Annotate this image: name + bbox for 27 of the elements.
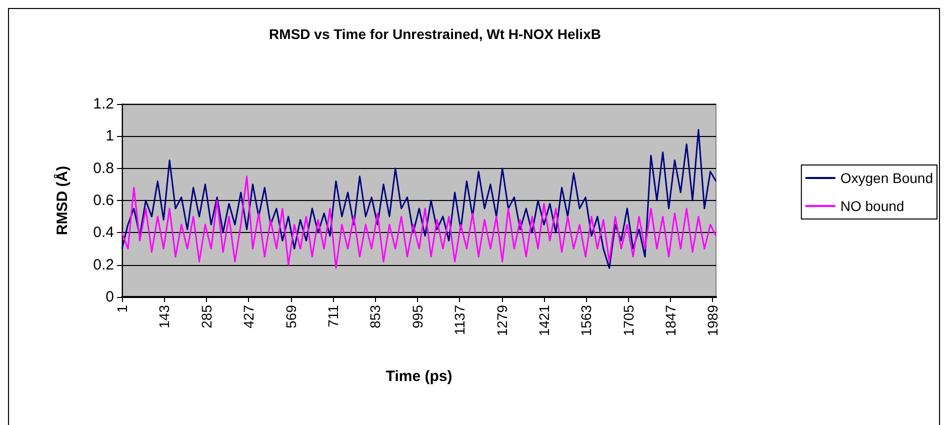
x-tick-label: 1 <box>114 304 130 313</box>
x-tick-label: 1847 <box>662 304 679 336</box>
y-axis-title: RMSD (Å) <box>53 166 71 236</box>
x-tick-label: 1563 <box>578 304 594 336</box>
x-tick-label: 1279 <box>494 304 510 336</box>
x-tick-label: 1421 <box>536 304 552 336</box>
legend-label: Oxygen Bound <box>840 170 934 186</box>
x-tick-label: 427 <box>240 304 257 328</box>
y-tick-label: 0 <box>106 288 114 306</box>
x-tick-label: 1705 <box>620 304 636 336</box>
x-tick-label: 853 <box>367 304 384 328</box>
y-tick-label: 0.4 <box>93 224 114 242</box>
legend-label: NO bound <box>840 198 904 214</box>
x-tick-label: 143 <box>156 304 172 328</box>
x-tick-label: 995 <box>409 304 426 328</box>
x-tick-label: 1137 <box>452 304 468 336</box>
x-tick-label: 569 <box>282 304 299 328</box>
x-tick-label: 1989 <box>704 304 721 336</box>
y-tick-label: 1.2 <box>93 96 114 112</box>
y-tick-label: 0.8 <box>93 160 114 177</box>
y-tick-label: 0.2 <box>93 256 114 274</box>
x-tick-label: 285 <box>198 304 214 328</box>
x-axis-title: Time (ps) <box>386 368 452 385</box>
y-tick-label: 0.6 <box>93 192 114 209</box>
y-tick-label: 1 <box>106 128 114 145</box>
x-tick-label: 711 <box>324 304 341 328</box>
chart-title: RMSD vs Time for Unrestrained, Wt H-NOX HelixB <box>269 26 601 42</box>
